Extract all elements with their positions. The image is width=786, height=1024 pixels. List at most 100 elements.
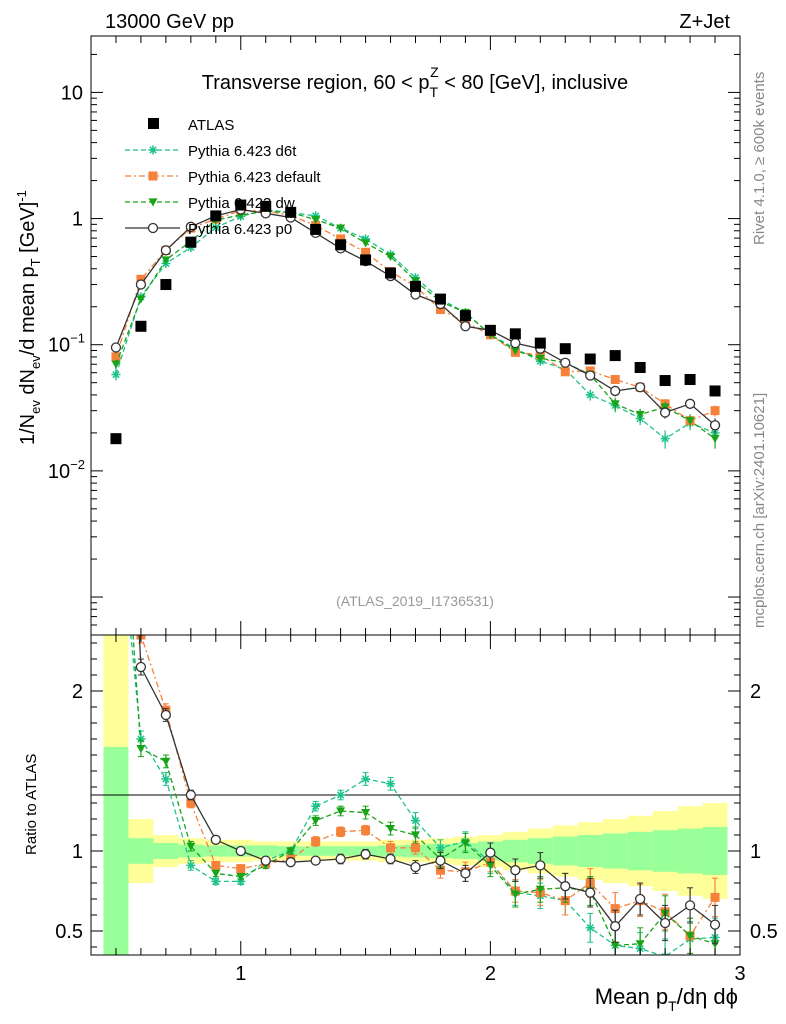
header-left: 13000 GeV pp bbox=[105, 11, 234, 33]
data-point bbox=[534, 337, 546, 349]
ratio-point bbox=[236, 864, 246, 874]
analysis-watermark: (ATLAS_2019_I1736531) bbox=[336, 593, 494, 609]
series-line bbox=[115, 209, 716, 440]
ratio-point bbox=[485, 847, 496, 858]
legend-marker bbox=[148, 118, 159, 129]
ratio-band-green bbox=[602, 833, 628, 869]
ratio-point bbox=[285, 857, 296, 868]
series-point bbox=[560, 357, 571, 368]
ratio-point bbox=[411, 831, 420, 840]
series-point bbox=[111, 352, 121, 362]
legend: ATLAS Pythia 6.423 d6t Pythia 6.423 defaul… bbox=[125, 117, 321, 238]
series-point bbox=[684, 398, 696, 409]
series-point bbox=[336, 224, 346, 233]
ratio-point bbox=[386, 843, 396, 853]
legend-marker bbox=[148, 198, 158, 207]
ratio-panel: 0.5 0.5 1 1 2 2 1 2 3 bbox=[55, 303, 778, 985]
ratio-point bbox=[361, 825, 371, 835]
ratio-point bbox=[111, 303, 120, 312]
ratio-point bbox=[560, 881, 571, 892]
ratio-point bbox=[260, 855, 271, 866]
ratio-point bbox=[685, 932, 695, 941]
series-3 bbox=[110, 204, 721, 433]
data-point bbox=[634, 361, 646, 373]
ratio-point bbox=[136, 734, 146, 744]
ratio-point bbox=[610, 921, 621, 932]
legend-label: ATLAS bbox=[188, 117, 234, 134]
main-y-tick-label: 10−2 bbox=[48, 457, 85, 483]
data-point bbox=[160, 279, 172, 291]
ratio-point bbox=[336, 807, 346, 816]
main-y-tick-label: 1 bbox=[72, 209, 83, 231]
ratio-point bbox=[286, 847, 296, 856]
data-point bbox=[185, 236, 197, 248]
data-point bbox=[360, 254, 372, 266]
legend-label: Pythia 6.423 p0 bbox=[188, 221, 292, 238]
legend-label: Pythia 6.423 default bbox=[188, 169, 321, 186]
series-point bbox=[709, 420, 721, 431]
ratio-point bbox=[460, 839, 470, 848]
ratio-point bbox=[211, 869, 221, 878]
ratio-point bbox=[210, 834, 221, 845]
data-point bbox=[459, 310, 471, 322]
series-0 bbox=[111, 205, 720, 449]
ratio-band-green bbox=[552, 836, 578, 866]
data-point bbox=[110, 433, 122, 445]
ratio-point bbox=[635, 893, 646, 905]
ratio-point bbox=[610, 941, 620, 950]
ratio-band-green bbox=[253, 845, 279, 857]
data-point bbox=[484, 324, 496, 336]
ratio-point bbox=[485, 861, 495, 870]
main-panel: 10 1 10−1 10−2 Transverse region, 60 < pTZ … bbox=[48, 35, 741, 636]
ratio-point bbox=[386, 825, 396, 834]
series-point bbox=[585, 370, 596, 381]
ratio-point bbox=[635, 940, 645, 949]
ratio-point bbox=[610, 904, 620, 914]
ratio-point bbox=[361, 809, 371, 818]
ratio-point bbox=[510, 890, 520, 899]
ratio-point bbox=[336, 827, 346, 837]
data-series bbox=[110, 199, 721, 445]
series-point bbox=[660, 434, 670, 444]
series-point bbox=[560, 367, 570, 377]
ratio-point bbox=[411, 816, 420, 826]
ratio-point bbox=[135, 661, 147, 673]
series-point bbox=[610, 375, 620, 385]
ratio-point bbox=[435, 855, 446, 866]
ratio-y-tick-label: 1 bbox=[72, 841, 83, 863]
series-point bbox=[311, 216, 321, 225]
ratio-band-green bbox=[328, 846, 354, 856]
series-point bbox=[386, 252, 396, 262]
series-point bbox=[311, 211, 321, 221]
series-2 bbox=[111, 207, 720, 449]
ratio-series-line bbox=[130, 635, 716, 955]
ratio-point bbox=[435, 865, 445, 875]
series-point bbox=[710, 406, 720, 416]
ratio-band-green bbox=[627, 831, 653, 871]
main-y-tick-label: 10 bbox=[61, 82, 83, 104]
ratio-point bbox=[335, 853, 346, 865]
data-point bbox=[385, 267, 397, 279]
series-point bbox=[710, 435, 720, 444]
ratio-band-green bbox=[502, 839, 528, 863]
ratio-series-0 bbox=[130, 635, 720, 955]
ratio-point bbox=[385, 853, 396, 865]
series-point bbox=[160, 245, 172, 256]
ratio-point bbox=[160, 709, 172, 721]
x-axis-label: Mean pT/dη dϕ bbox=[595, 984, 738, 1014]
ratio-point bbox=[386, 779, 396, 789]
series-point bbox=[510, 346, 520, 355]
ratio-band-green bbox=[303, 846, 329, 856]
series-point bbox=[361, 239, 371, 248]
ratio-point bbox=[311, 817, 321, 826]
data-point bbox=[235, 199, 247, 211]
series-point bbox=[211, 222, 221, 232]
data-point bbox=[509, 328, 521, 340]
series-point bbox=[585, 390, 595, 400]
ratio-y-tick-label-right: 2 bbox=[750, 681, 761, 703]
series-point bbox=[135, 279, 147, 290]
series-point bbox=[136, 274, 146, 284]
data-point bbox=[260, 200, 272, 212]
legend-marker bbox=[148, 171, 158, 181]
ratio-band-green bbox=[128, 838, 154, 864]
